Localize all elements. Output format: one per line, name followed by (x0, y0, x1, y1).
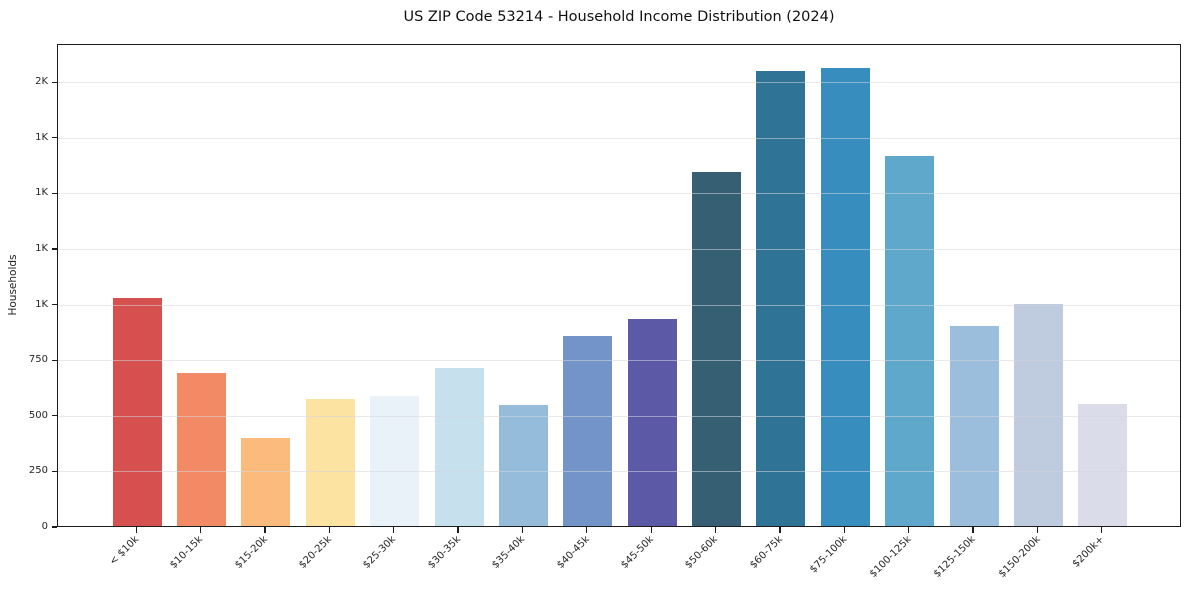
x-tick-label: $45-50k (619, 534, 656, 571)
x-tick-mark (264, 527, 266, 533)
x-tick-label: $25-30k (361, 534, 399, 571)
y-tick-label: 1K (35, 131, 48, 143)
bar-10-15k (177, 372, 227, 526)
x-tick-label: $100-125k (867, 534, 914, 580)
y-tick-label: 750 (28, 354, 48, 366)
bar-150-200k (1013, 303, 1063, 526)
y-tick-label: 250 (28, 465, 48, 477)
x-tick-mark (199, 527, 202, 533)
gridline (58, 82, 1180, 84)
bar-200k (1078, 403, 1128, 526)
x-tick-label: $10-15k (168, 534, 206, 571)
bar-125-150k (949, 325, 999, 526)
x-axis-labels: < $10k $10-15k $15-20k $20-25k $25-30k $30-35… (57, 534, 1181, 590)
x-tick-label: $40-45k (554, 534, 592, 571)
bar-15-20k (241, 438, 291, 526)
x-tick-label: $125-150k (931, 534, 978, 580)
x-tick-label: $75-100k (807, 534, 850, 576)
x-tick-mark (1101, 527, 1103, 533)
bar-30-35k (434, 368, 484, 526)
x-tick-mark (457, 527, 459, 533)
gridline (58, 360, 1180, 362)
x-tick-mark (521, 527, 524, 533)
y-tick-label: 2K (35, 76, 48, 88)
x-tick-mark (135, 527, 137, 533)
bar-75-100k (820, 67, 870, 526)
x-tick-mark (714, 527, 717, 533)
x-tick-mark (908, 527, 910, 533)
bar-35-40k (498, 404, 548, 526)
gridline (58, 249, 1180, 250)
bar-25-30k (370, 395, 420, 526)
bar-45-50k (627, 319, 677, 526)
x-tick-mark (1036, 527, 1039, 533)
chart-title: US ZIP Code 53214 - Household Income Dis… (403, 9, 835, 25)
gridline (58, 137, 1180, 139)
x-tick-label: $30-35k (425, 534, 463, 571)
plot-area (57, 44, 1181, 527)
x-tick-label: $200k+ (1070, 534, 1107, 570)
x-tick-mark (972, 527, 974, 533)
x-tick-label: $50-60k (683, 534, 721, 571)
y-tick-label: 0 (41, 521, 48, 532)
y-tick-label: 500 (28, 409, 48, 421)
y-axis-title: Households (7, 254, 19, 316)
bar-50-60k (692, 172, 742, 526)
y-tick-label: 1K (35, 187, 48, 199)
gridline (58, 415, 1180, 417)
x-tick-label: $35-40k (490, 534, 528, 571)
bar-40-45k (563, 335, 613, 526)
x-tick-label: $150-200k (996, 534, 1043, 580)
gridline (58, 304, 1180, 306)
x-tick-mark (779, 527, 781, 533)
gridline (58, 471, 1180, 473)
x-tick-mark (650, 527, 652, 533)
x-tick-label: $15-20k (232, 534, 270, 571)
x-tick-label: $20-25k (297, 534, 335, 571)
x-tick-mark (586, 527, 588, 533)
bar-20-25k (305, 399, 355, 526)
x-tick-label: $60-75k (747, 534, 785, 571)
x-tick-mark (393, 527, 395, 533)
x-tick-mark (843, 527, 845, 533)
bar-100-125k (885, 155, 935, 526)
gridline (58, 193, 1180, 195)
bar-60-75k (756, 71, 806, 526)
x-tick-label: < $10k (107, 534, 141, 568)
bar-10k (112, 298, 162, 526)
x-tick-mark (328, 527, 330, 533)
